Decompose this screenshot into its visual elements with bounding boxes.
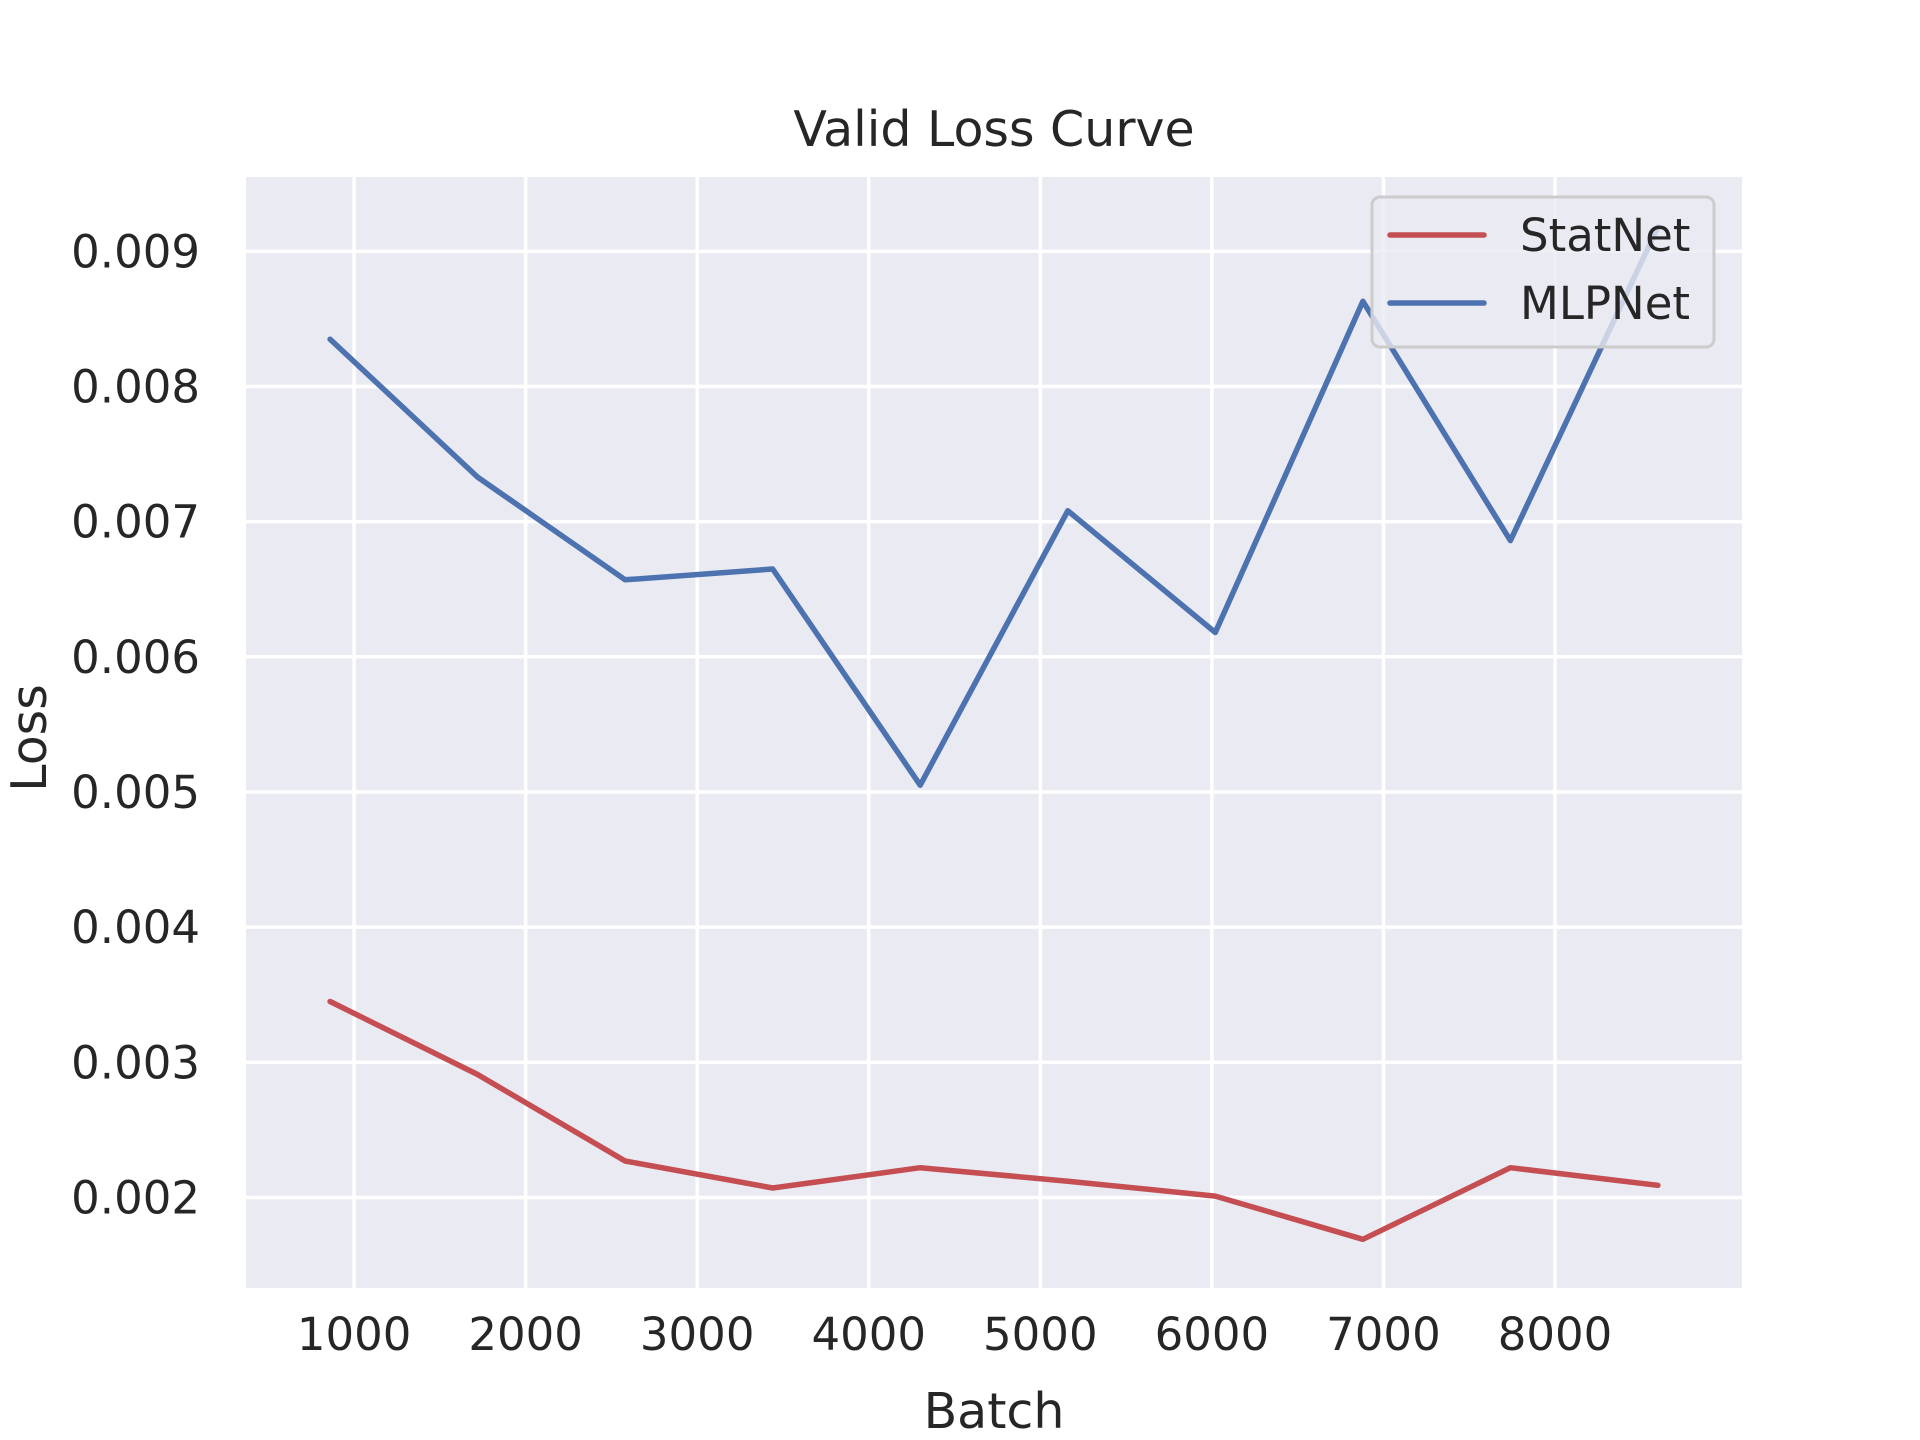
y-tick-label: 0.003: [71, 1036, 200, 1089]
series-line-statnet: [327, 998, 1661, 1243]
legend-label: StatNet: [1520, 209, 1690, 262]
y-tick-label: 0.009: [71, 225, 200, 278]
x-tick-label: 7000: [1326, 1308, 1441, 1361]
y-axis-ticks: 0.002 0.003 0.004 0.005 0.006 0.007 0.008 0.009: [71, 225, 200, 1224]
legend: StatNet MLPNet: [1370, 195, 1716, 349]
y-tick-label: 0.005: [71, 766, 200, 819]
y-tick-label: 0.006: [71, 631, 200, 684]
legend-label: MLPNet: [1520, 277, 1690, 330]
series-line-mlpnet: [327, 224, 1661, 788]
y-tick-label: 0.007: [71, 496, 200, 549]
x-axis-ticks: 1000 2000 3000 4000 5000 6000 7000 8000: [297, 1308, 1612, 1361]
x-tick-label: 3000: [640, 1308, 755, 1361]
x-tick-label: 6000: [1155, 1308, 1270, 1361]
series-lines: [327, 224, 1661, 1243]
x-tick-label: 1000: [297, 1308, 412, 1361]
x-tick-label: 8000: [1498, 1308, 1613, 1361]
y-axis-label: Loss: [1, 684, 58, 791]
x-tick-label: 2000: [468, 1308, 583, 1361]
chart-title: Valid Loss Curve: [793, 101, 1194, 158]
plot-area: [246, 177, 1742, 1288]
x-axis-label: Batch: [924, 1383, 1065, 1440]
y-tick-label: 0.004: [71, 901, 200, 954]
x-tick-label: 4000: [811, 1308, 926, 1361]
x-tick-label: 5000: [983, 1308, 1098, 1361]
y-tick-label: 0.008: [71, 360, 200, 413]
y-tick-label: 0.002: [71, 1171, 200, 1224]
